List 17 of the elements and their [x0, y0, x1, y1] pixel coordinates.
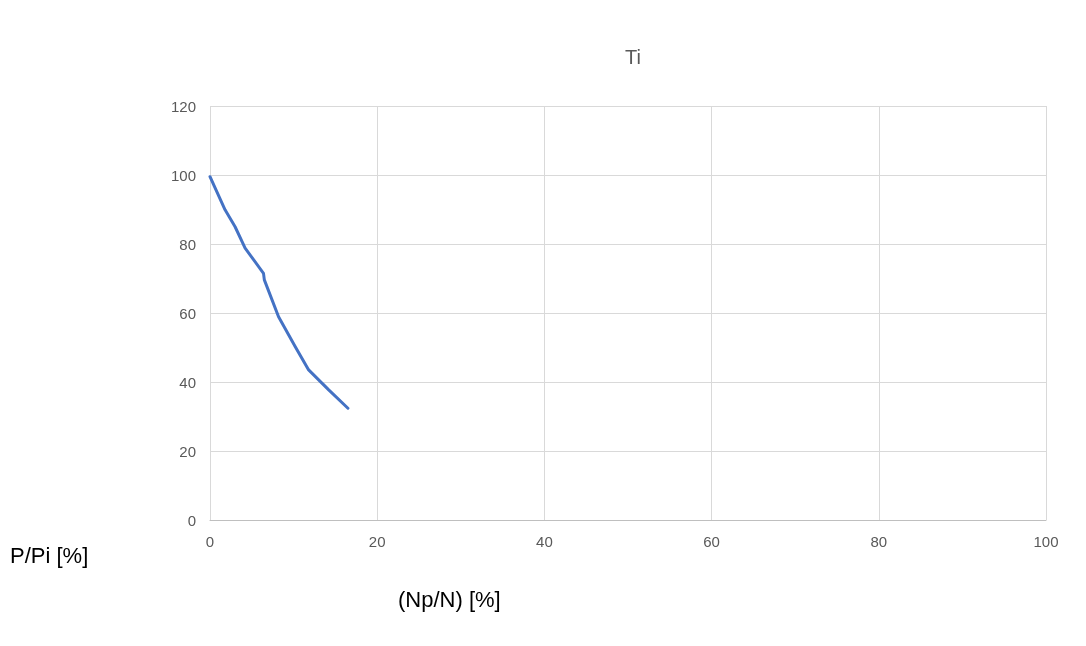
x-axis-title: (Np/N) [%]	[398, 586, 501, 612]
y-tick-label: 60	[179, 304, 196, 322]
x-tick-label: 80	[870, 533, 888, 550]
y-tick-label: 100	[170, 166, 196, 184]
x-tick-label: 60	[703, 533, 720, 550]
x-tick-label: 0	[205, 533, 215, 550]
x-tick-label: 100	[1033, 533, 1059, 550]
y-tick-label: 0	[187, 511, 196, 529]
y-tick-label: 120	[170, 97, 196, 115]
y-axis-title: P/Pi [%]	[10, 542, 89, 568]
y-tick-label: 40	[179, 373, 196, 391]
y-tick-label: 80	[179, 235, 196, 253]
x-tick-label: 40	[536, 533, 553, 550]
line-series	[208, 175, 350, 410]
y-tick-label: 20	[179, 442, 196, 460]
x-tick-label: 20	[368, 533, 386, 550]
chart-title: Ti	[625, 46, 641, 68]
